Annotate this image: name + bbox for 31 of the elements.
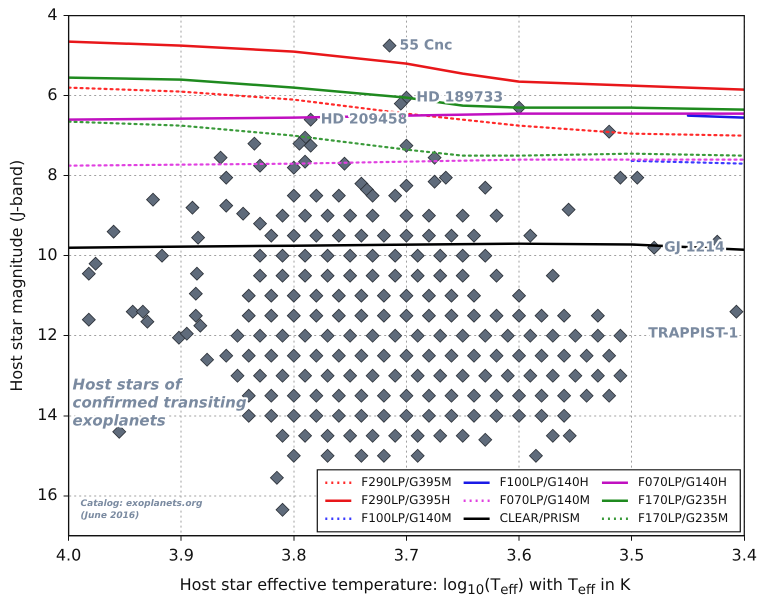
x-tick-label: 4.0 bbox=[56, 546, 82, 565]
legend-label: F290LP/G395H bbox=[361, 492, 450, 507]
x-tick-label: 3.9 bbox=[168, 546, 194, 565]
y-tick-label: 12 bbox=[37, 324, 58, 344]
x-tick-label: 3.4 bbox=[732, 546, 758, 565]
line-series bbox=[68, 86, 744, 137]
x-axis-title: Host star effective temperature: log$_{10}$(T$_{eff}$) with T$_{eff}$ in K bbox=[178, 575, 632, 598]
y-tick-label: 8 bbox=[47, 164, 58, 184]
y-tick-label: 4 bbox=[47, 4, 58, 24]
legend-label: F290LP/G395M bbox=[361, 474, 452, 489]
y-tick-label: 16 bbox=[37, 484, 58, 504]
x-tick-label: 3.6 bbox=[506, 546, 532, 565]
series-label: Host stars of confirmed transiting exoplanets bbox=[72, 376, 247, 430]
y-tick-label: 6 bbox=[47, 84, 58, 104]
x-tick-label: 3.7 bbox=[394, 546, 420, 565]
annotation: TRAPPIST-1 bbox=[648, 325, 738, 342]
legend-label: CLEAR/PRISM bbox=[500, 510, 580, 525]
y-axis-title: Host star magnitude (J-band) bbox=[6, 160, 26, 392]
y-tick-label: 14 bbox=[37, 404, 58, 424]
x-tick-label: 3.5 bbox=[618, 546, 644, 565]
legend-label: F100LP/G140M bbox=[361, 510, 452, 525]
annotation: Catalog: exoplanets.org bbox=[80, 499, 203, 510]
legend-label: F170LP/G235H bbox=[638, 492, 727, 507]
legend-label: F070LP/G140H bbox=[638, 474, 727, 489]
y-tick-label: 10 bbox=[37, 244, 58, 264]
annotation: 55 Cnc bbox=[400, 37, 452, 54]
legend-label: F070LP/G140M bbox=[500, 492, 590, 507]
legend-label: F170LP/G235M bbox=[638, 510, 728, 525]
x-tick-label: 3.8 bbox=[281, 546, 307, 565]
annotation: (June 2016) bbox=[80, 511, 140, 522]
legend-label: F100LP/G140H bbox=[500, 474, 589, 489]
